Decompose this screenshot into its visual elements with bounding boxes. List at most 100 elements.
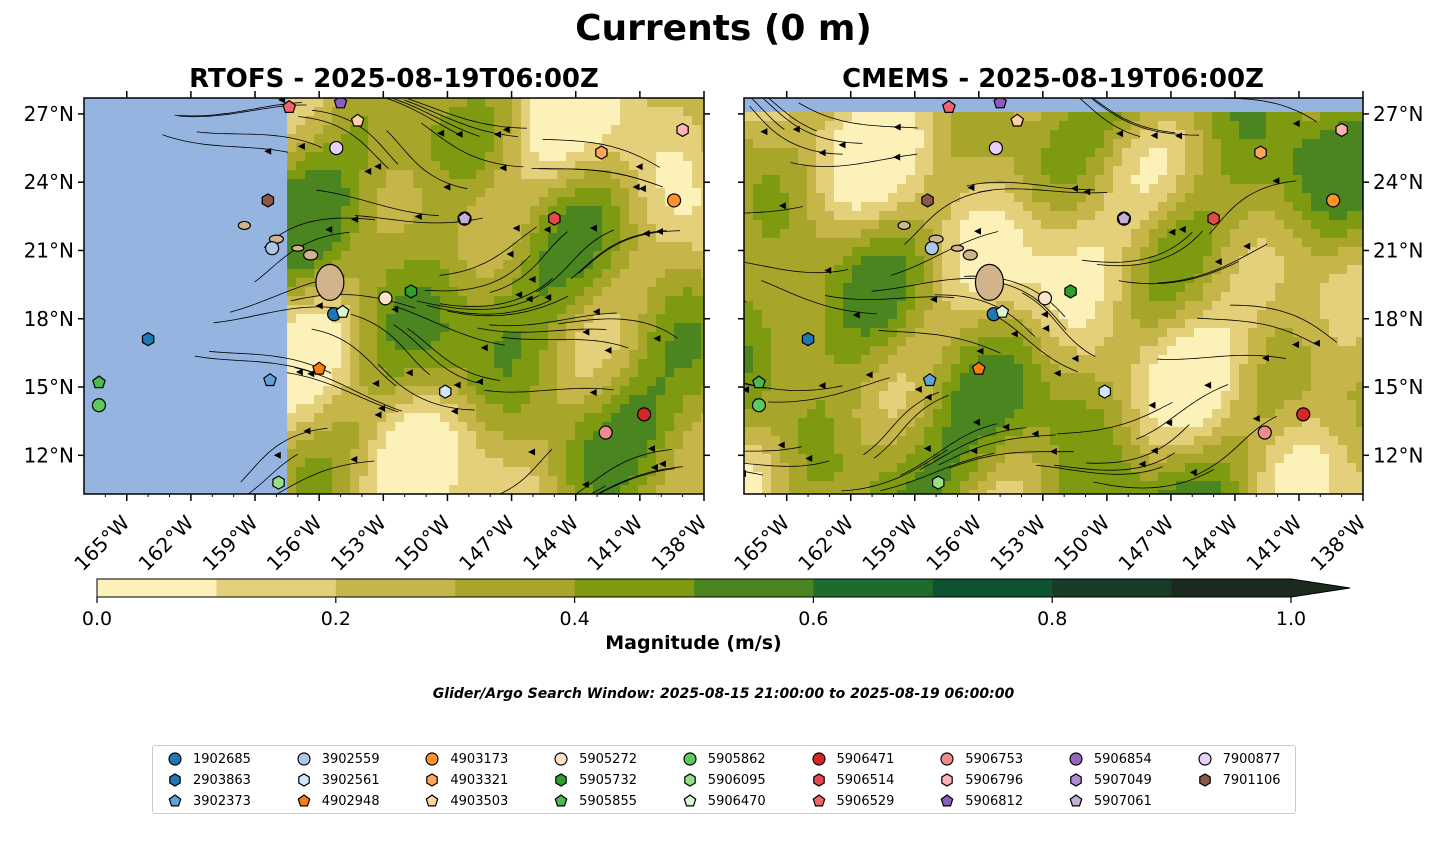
current-cell [1140,175,1150,185]
current-cell [888,238,898,248]
current-cell [816,373,826,383]
current-cell [404,431,414,441]
current-cell [762,310,772,320]
current-cell [978,373,988,383]
current-cell [557,233,567,243]
current-cell [987,157,997,167]
current-cell [1194,364,1204,374]
current-cell [1149,148,1159,158]
current-cell [602,269,612,279]
current-cell [969,112,979,122]
stream-arrow [512,224,520,232]
current-cell [852,202,862,212]
current-cell [548,251,558,261]
current-cell [897,211,907,221]
current-cell [692,251,702,261]
current-cell [762,409,772,419]
current-cell [1077,454,1087,464]
current-cell [647,269,657,279]
current-cell [960,328,970,338]
current-cell [1041,166,1051,176]
streamline [290,294,416,309]
current-cell [1230,364,1240,374]
current-cell [987,409,997,419]
current-cell [566,107,576,117]
current-cell [404,314,414,324]
current-cell [1050,148,1060,158]
current-cell [449,485,459,494]
current-cell [816,202,826,212]
current-cell [638,197,648,207]
current-cell [701,98,704,108]
current-cell [780,130,790,140]
current-cell [287,260,297,270]
current-cell [539,125,549,135]
current-cell [789,490,799,494]
current-cell [647,368,657,378]
current-cell [870,310,880,320]
current-cell [1167,211,1177,221]
current-cell [692,242,702,252]
current-cell [1257,373,1267,383]
current-cell [314,305,324,315]
current-cell [1257,265,1267,275]
current-cell [870,346,880,356]
current-cell [1221,184,1231,194]
current-cell [1149,274,1159,284]
current-cell [1068,265,1078,275]
current-cell [1122,364,1132,374]
current-cell [933,112,943,122]
current-cell [1275,445,1285,455]
current-cell [1257,463,1267,473]
current-cell [744,229,754,239]
current-cell [969,391,979,401]
current-cell [744,148,754,158]
current-cell [422,188,432,198]
current-cell [368,161,378,171]
current-cell [978,445,988,455]
current-cell [404,206,414,216]
current-cell [314,197,324,207]
current-cell [593,161,603,171]
current-cell [638,485,648,494]
current-cell [503,440,513,450]
current-cell [771,220,781,230]
current-cell [422,386,432,396]
current-cell [816,445,826,455]
current-cell [539,152,549,162]
current-cell [879,328,889,338]
current-cell [314,134,324,144]
stream-arrow [499,164,507,172]
current-cell [305,224,315,234]
current-cell [350,467,360,477]
current-cell [548,143,558,153]
current-cell [1302,220,1312,230]
current-cell [521,233,531,243]
current-cell [521,431,531,441]
current-cell [1131,364,1141,374]
stream-arrow [632,183,640,191]
current-cell [1212,193,1222,203]
current-cell [350,422,360,432]
current-cell [789,157,799,167]
current-cell [1221,256,1231,266]
current-cell [915,283,925,293]
stream-arrow [303,427,311,435]
current-cell [1104,283,1114,293]
current-cell [566,116,576,126]
current-cell [744,157,754,167]
current-cell [1113,247,1123,257]
current-cell [879,193,889,203]
current-cell [1293,292,1303,302]
current-cell [1032,166,1042,176]
current-cell [629,458,639,468]
current-cell [753,472,763,482]
current-cell [1140,283,1150,293]
current-cell [1095,220,1105,230]
current-cell [395,179,405,189]
current-cell [359,179,369,189]
current-cell [780,463,790,473]
current-cell [1302,166,1312,176]
current-cell [951,112,961,122]
current-cell [1095,202,1105,212]
